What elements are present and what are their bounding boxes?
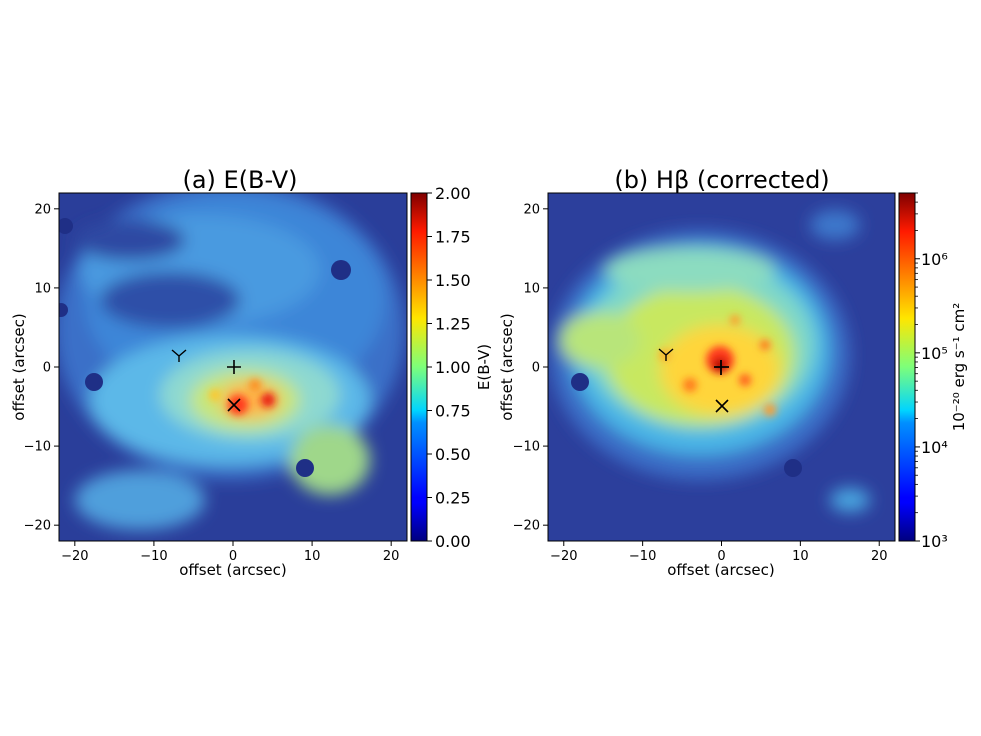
- panel-b-heatmap: [548, 193, 895, 541]
- colorbar-tick-label: 0.50: [435, 445, 471, 464]
- panel-b-xlabel: offset (arcsec): [667, 561, 774, 579]
- colorbar-tick-label: 0.00: [435, 532, 471, 551]
- panel-a-colorbar: [410, 192, 428, 542]
- panel-b-axes: −20 −20 −10 −10 0 0 10 10 20 20: [513, 202, 888, 564]
- x-tick-label: 20: [871, 549, 888, 564]
- y-tick-label: 20: [34, 202, 51, 217]
- y-tick-label: −10: [24, 440, 51, 455]
- y-tick-label: −10: [513, 440, 540, 455]
- panel-b-markers: [658, 348, 729, 413]
- colorbar-tick-label: 1.50: [435, 271, 471, 290]
- panel-a-xlabel: offset (arcsec): [179, 561, 286, 579]
- colorbar-tick-label: 10⁴: [921, 438, 948, 457]
- panel-a-colorbar-ticks: 0.00 0.25 0.50 0.75 1.00 1.25 1.50 1.75 2.00: [427, 184, 471, 551]
- colorbar-tick-label: 10⁶: [921, 250, 948, 269]
- y-tick-label: −20: [513, 519, 540, 534]
- y-tick-label: 10: [34, 281, 51, 296]
- x-tick-label: −10: [629, 549, 656, 564]
- x-tick-label: 0: [717, 549, 725, 564]
- panel-b-ylabel: offset (arcsec): [498, 313, 516, 420]
- colorbar-tick-label: 10³: [921, 532, 948, 551]
- y-tick-label: 10: [523, 281, 540, 296]
- panel-b-colorbar: [898, 192, 916, 542]
- panel-a-axes: −20 −20 −10 −10 0 0 10 10 20 20: [24, 202, 400, 564]
- x-tick-label: −10: [140, 549, 167, 564]
- colorbar-tick-label: 0.75: [435, 402, 471, 421]
- x-tick-label: 0: [229, 549, 237, 564]
- colorbar-tick-label: 1.00: [435, 358, 471, 377]
- panel-a-title: (a) E(B-V): [182, 166, 297, 194]
- y-tick-label: 0: [532, 361, 540, 376]
- x-tick-label: 10: [792, 549, 809, 564]
- colorbar-tick-label: 1.25: [435, 315, 471, 334]
- y-tick-label: 20: [523, 202, 540, 217]
- y-tick-label: −20: [24, 519, 51, 534]
- colorbar-tick-label: 10⁵: [921, 344, 948, 363]
- y-tick-label: 0: [43, 361, 51, 376]
- panel-b-title: (b) Hβ (corrected): [614, 166, 829, 194]
- y-marker: [658, 348, 674, 361]
- y-marker: [171, 349, 187, 362]
- plus-marker: [227, 360, 241, 374]
- x-tick-label: −20: [61, 549, 88, 564]
- panel-b: (b) Hβ (corrected): [498, 166, 968, 579]
- cross-marker: [227, 398, 241, 412]
- panel-a-markers: [171, 349, 241, 412]
- panel-b-colorbar-ticks: 10³ 10⁴ 10⁵ 10⁶: [915, 192, 948, 551]
- x-tick-label: 10: [304, 549, 321, 564]
- panel-a-colorbar-label: E(B-V): [475, 344, 493, 390]
- x-tick-label: −20: [550, 549, 577, 564]
- panel-a: (a) E(B-V): [10, 166, 493, 579]
- panel-b-colorbar-label: 10⁻²⁰ erg s⁻¹ cm²: [950, 303, 968, 432]
- x-tick-label: 20: [383, 549, 400, 564]
- panel-a-ylabel: offset (arcsec): [10, 313, 28, 420]
- plus-marker: [714, 360, 729, 375]
- cross-marker: [715, 399, 729, 413]
- colorbar-tick-label: 2.00: [435, 184, 471, 203]
- colorbar-tick-label: 0.25: [435, 489, 471, 508]
- panel-a-heatmap: [59, 193, 407, 541]
- colorbar-tick-label: 1.75: [435, 228, 471, 247]
